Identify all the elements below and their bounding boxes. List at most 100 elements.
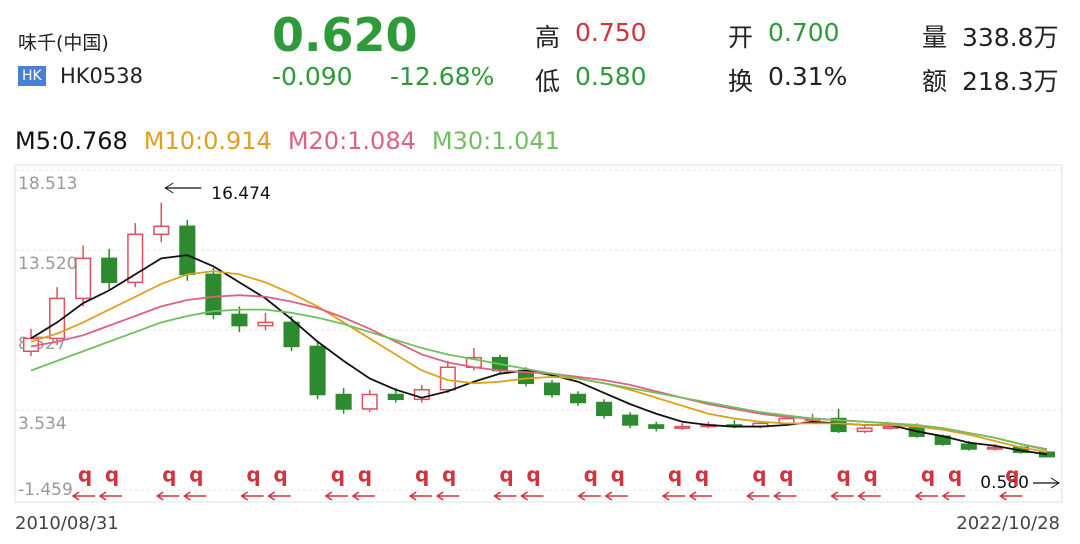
event-marker: q bbox=[189, 463, 203, 487]
ma-legend: M20:1.084 bbox=[287, 127, 416, 155]
ma-line bbox=[30, 270, 1048, 453]
candle-body bbox=[257, 321, 274, 327]
y-tick-label: 18.513 bbox=[18, 174, 77, 194]
event-marker: q bbox=[695, 463, 709, 487]
event-arrow bbox=[155, 491, 180, 501]
event-marker: q bbox=[526, 463, 540, 487]
event-marker: q bbox=[415, 463, 429, 487]
event-marker: q bbox=[1005, 463, 1019, 487]
stock-code: HK0538 bbox=[60, 64, 144, 88]
event-arrow bbox=[520, 491, 544, 501]
ma-legend: M30:1.041 bbox=[431, 127, 560, 155]
event-arrow bbox=[830, 491, 854, 501]
candle-body bbox=[153, 225, 170, 236]
candle-body bbox=[596, 401, 613, 417]
event-arrow bbox=[998, 491, 1023, 501]
event-marker: q bbox=[442, 463, 456, 487]
event-marker: q bbox=[752, 463, 766, 487]
event-arrow bbox=[435, 491, 460, 501]
max-label: 16.474 bbox=[211, 184, 270, 204]
event-arrow bbox=[493, 491, 517, 501]
plot-frame bbox=[14, 164, 1063, 503]
stat-value: 0.31% bbox=[768, 62, 848, 91]
min-label: 0.580 bbox=[980, 473, 1029, 493]
ma-legend: M5:0.768 bbox=[15, 127, 128, 155]
event-arrow bbox=[773, 491, 797, 501]
ma-legend: M10:0.914 bbox=[143, 127, 272, 155]
event-arrow bbox=[240, 491, 264, 501]
event-marker: q bbox=[105, 463, 119, 487]
event-arrow bbox=[941, 491, 965, 501]
min-arrow-head bbox=[1050, 477, 1060, 489]
stat-label: 高 bbox=[535, 23, 561, 52]
candle-body bbox=[335, 393, 352, 410]
event-arrow bbox=[408, 491, 433, 501]
candle-body bbox=[830, 417, 847, 433]
event-marker: q bbox=[921, 463, 935, 487]
stat-label: 开 bbox=[728, 23, 754, 52]
event-arrow bbox=[688, 491, 713, 501]
event-arrow bbox=[746, 491, 770, 501]
event-arrow bbox=[324, 491, 348, 501]
candle-body bbox=[205, 273, 222, 316]
candle-body bbox=[648, 424, 665, 429]
candle-body bbox=[439, 366, 456, 391]
max-arrow-head bbox=[164, 182, 174, 194]
event-marker: q bbox=[611, 463, 625, 487]
stat-value: 0.750 bbox=[575, 18, 647, 47]
candle-body bbox=[543, 382, 561, 396]
candle-body bbox=[387, 393, 404, 401]
candle-body bbox=[674, 425, 691, 429]
ma-line bbox=[30, 308, 1048, 451]
y-tick-label: -1.459 bbox=[18, 480, 73, 500]
event-marker: q bbox=[584, 463, 598, 487]
event-arrow bbox=[71, 491, 95, 501]
event-marker: q bbox=[499, 463, 513, 487]
candle-body bbox=[179, 225, 196, 276]
event-arrow bbox=[267, 491, 291, 501]
event-marker: q bbox=[837, 463, 851, 487]
event-arrow bbox=[914, 491, 938, 501]
stat-value: 338.8万 bbox=[962, 23, 1059, 52]
stat-label: 量 bbox=[922, 23, 948, 52]
candle-body bbox=[231, 313, 248, 327]
candle-body bbox=[856, 427, 873, 433]
event-marker: q bbox=[78, 463, 92, 487]
candle-body bbox=[283, 321, 300, 348]
event-arrow bbox=[98, 491, 122, 501]
candle-body bbox=[570, 393, 587, 404]
candle-body bbox=[101, 257, 118, 284]
candle-body bbox=[309, 345, 326, 396]
event-marker: q bbox=[779, 463, 793, 487]
stat-label: 低 bbox=[535, 67, 561, 96]
price: 0.620 bbox=[272, 8, 418, 62]
candle-body bbox=[75, 257, 92, 300]
candle-body bbox=[1038, 451, 1056, 458]
change-pct: -12.68% bbox=[390, 62, 495, 91]
stat-value: 218.3万 bbox=[962, 67, 1059, 96]
stat-value: 0.580 bbox=[575, 62, 647, 91]
candle-body bbox=[986, 446, 1003, 450]
event-marker: q bbox=[864, 463, 878, 487]
candle-body bbox=[49, 297, 66, 340]
event-arrow bbox=[351, 491, 375, 501]
y-tick-label: 13.520 bbox=[18, 254, 77, 274]
event-arrow bbox=[577, 491, 601, 501]
candle-body bbox=[413, 388, 430, 401]
stat-value: 0.700 bbox=[768, 18, 840, 47]
event-arrow bbox=[604, 491, 628, 501]
stock-name: 味千(中国) bbox=[18, 32, 109, 54]
candle-body bbox=[960, 443, 977, 450]
stat-label: 换 bbox=[728, 67, 754, 96]
event-arrow bbox=[182, 491, 207, 501]
event-marker: q bbox=[948, 463, 962, 487]
event-marker: q bbox=[358, 463, 372, 487]
change: -0.090 bbox=[272, 62, 353, 91]
event-marker: q bbox=[162, 463, 176, 487]
event-marker: q bbox=[668, 463, 682, 487]
candle-body bbox=[622, 414, 639, 426]
event-marker: q bbox=[273, 463, 287, 487]
event-marker: q bbox=[331, 463, 345, 487]
stat-label: 额 bbox=[922, 67, 948, 96]
